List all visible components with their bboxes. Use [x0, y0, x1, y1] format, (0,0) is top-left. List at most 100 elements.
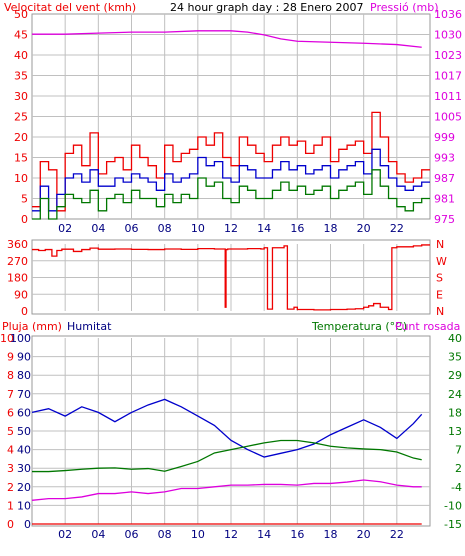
hour-tick-label: 18: [324, 222, 338, 235]
tick-label: 5: [21, 193, 28, 206]
pressure-axis-label: Pressió (mb): [370, 1, 439, 14]
tick-label: -10: [444, 499, 462, 512]
tick-label: -4: [451, 481, 462, 494]
tick-label: 20: [17, 481, 31, 494]
tick-label: 40: [17, 444, 31, 457]
hour-tick-label: 20: [357, 528, 371, 541]
tick-label: 2: [455, 462, 462, 475]
tick-label: 13: [448, 425, 462, 438]
series-gust-line: [32, 111, 430, 212]
tick-label: 10: [14, 172, 28, 185]
panel-1-series: [32, 30, 430, 220]
series-pressure-line: [32, 30, 422, 48]
hour-tick-label: 12: [224, 528, 238, 541]
hour-tick-label: 12: [224, 222, 238, 235]
hour-tick-label: 04: [91, 528, 105, 541]
temperature-ticks: -15 -10 -4 2 7 13 18 24 29 35 40: [444, 332, 462, 531]
tick-label: 5: [7, 425, 14, 438]
tick-label: 18: [448, 406, 462, 419]
tick-label: 3: [7, 462, 14, 475]
tick-label: 30: [14, 90, 28, 103]
tick-label: 999: [434, 131, 455, 144]
tick-label: 100: [10, 332, 31, 345]
tick-label: S: [436, 272, 443, 285]
series-min-line: [32, 169, 430, 220]
tick-label: 2: [7, 481, 14, 494]
series-mean-line: [32, 148, 430, 212]
tick-label: 360: [7, 238, 28, 251]
tick-label: 0: [21, 213, 28, 226]
chart-title: 24 hour graph day : 28 Enero 2007: [170, 1, 364, 14]
hour-tick-label: 22: [390, 222, 404, 235]
hour-tick-label: 10: [191, 528, 205, 541]
tick-label: N: [436, 305, 444, 318]
tick-label: 45: [14, 29, 28, 42]
tick-label: 8: [7, 369, 14, 382]
tick-label: 29: [448, 369, 462, 382]
tick-label: 1017: [434, 70, 462, 83]
tick-label: 35: [14, 70, 28, 83]
pressure-ticks: 975 981 987 993 999 1005 1011 1017 1023 1030 1036: [434, 8, 462, 226]
hour-tick-label: 16: [290, 222, 304, 235]
tick-label: 70: [17, 388, 31, 401]
tick-label: 180: [7, 272, 28, 285]
hour-tick-label: 14: [257, 528, 271, 541]
tick-label: W: [436, 255, 447, 268]
hour-tick-label: 16: [290, 528, 304, 541]
tick-label: 7: [7, 388, 14, 401]
tick-label: 80: [17, 369, 31, 382]
tick-label: 50: [17, 425, 31, 438]
tick-label: 60: [17, 406, 31, 419]
tick-label: 15: [14, 152, 28, 165]
tick-label: 10: [17, 499, 31, 512]
series-temperature-line: [32, 439, 422, 473]
hour-tick-label: 08: [158, 528, 172, 541]
tick-label: 7: [455, 444, 462, 457]
tick-label: 0: [7, 518, 14, 531]
tick-label: 40: [448, 332, 462, 345]
rain-axis-label: Pluja (mm): [2, 320, 62, 333]
tick-label: 0: [24, 518, 31, 531]
panel-3-hour-ticks: 02 04 06 08 10 12 14 16 18 20 22: [58, 528, 404, 541]
dewpoint-axis-label: Punt rosada: [395, 320, 460, 333]
hour-tick-label: 22: [390, 528, 404, 541]
tick-label: 1005: [434, 111, 462, 124]
tick-label: -15: [444, 518, 462, 531]
hour-tick-label: 02: [58, 222, 72, 235]
tick-label: 30: [17, 462, 31, 475]
tick-label: 4: [7, 444, 14, 457]
hour-tick-label: 10: [191, 222, 205, 235]
tick-label: 40: [14, 49, 28, 62]
wind-speed-axis-label: Velocitat del vent (kmh): [4, 1, 136, 14]
direction-degree-ticks: 0 90 180 270 360: [7, 238, 28, 318]
tick-label: 0: [21, 305, 28, 318]
tick-label: 10: [0, 332, 14, 345]
tick-label: 6: [7, 406, 14, 419]
series-dewpoint-line: [31, 479, 422, 501]
panel-2-grid: [32, 244, 430, 311]
hour-tick-label: 04: [91, 222, 105, 235]
tick-label: 50: [14, 8, 28, 21]
wind-pressure-panel: Velocitat del vent (kmh) 24 hour graph d…: [4, 1, 462, 235]
tick-label: 270: [7, 255, 28, 268]
tick-label: N: [436, 238, 444, 251]
tick-label: 35: [448, 351, 462, 364]
tick-label: 20: [14, 131, 28, 144]
temperature-axis-label: Temperatura (°C): [311, 320, 407, 333]
panel-3-series: [31, 398, 423, 525]
tick-label: 90: [17, 351, 31, 364]
panel-1-hour-ticks: 02 04 06 08 10 12 14 16 18 20 22: [58, 222, 404, 235]
series-direction-line: [32, 244, 430, 311]
tick-label: 1036: [434, 8, 462, 21]
humidity-axis-label: Humitat: [67, 320, 112, 333]
series-humidity-line: [31, 398, 423, 458]
hour-tick-label: 20: [357, 222, 371, 235]
tick-label: 25: [14, 111, 28, 124]
tick-label: 975: [434, 213, 455, 226]
tick-label: 1: [7, 499, 14, 512]
tick-label: E: [436, 288, 443, 301]
hour-tick-label: 08: [158, 222, 172, 235]
